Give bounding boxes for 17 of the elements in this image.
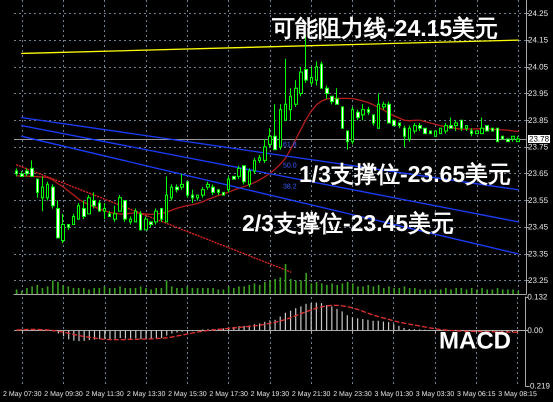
- y-tick-label: 0.00: [527, 326, 544, 335]
- y-tick-label: 23.75: [528, 142, 549, 152]
- y-tick-label: -0.219: [527, 382, 551, 390]
- y-tick-label: 24.15: [528, 36, 549, 45]
- y-tick-label: 23.95: [528, 89, 549, 98]
- y-tick-label: 24.25: [528, 8, 549, 18]
- y-tick-label: 23.55: [528, 196, 549, 205]
- y-tick-label: 23.65: [528, 169, 549, 178]
- annotation: 可能阻力线-24.15美元: [271, 15, 498, 41]
- annotation: MACD: [439, 328, 511, 354]
- y-tick-label: 23.35: [528, 249, 549, 258]
- y-tick-label: 24.05: [528, 62, 549, 72]
- y-tick-label: 23.25: [528, 276, 549, 286]
- y-tick-label: 23.45: [528, 222, 549, 232]
- ref-line-label: 23.78: [529, 134, 550, 144]
- y-tick-label: 23.85: [528, 116, 549, 125]
- y-tick-label: 0.132: [527, 292, 548, 302]
